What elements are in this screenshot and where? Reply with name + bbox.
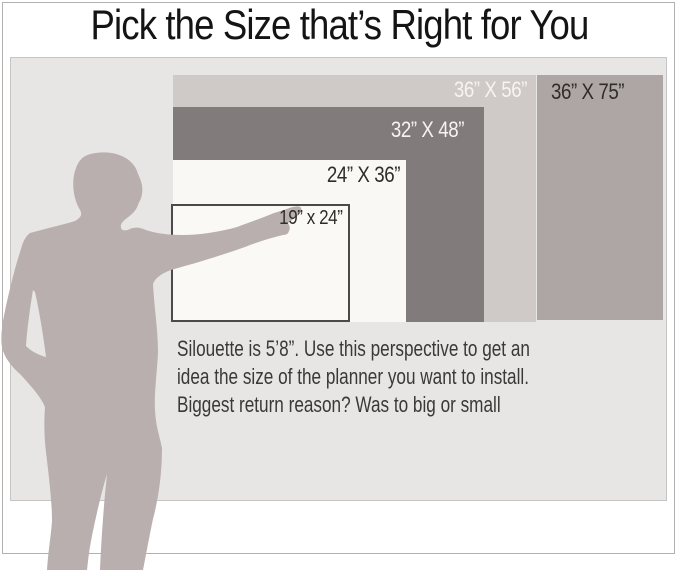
- size-label-19x24: 19” x 24”: [278, 207, 343, 229]
- size-label-36x75: 36” X 75”: [551, 79, 625, 104]
- size-label-32x48: 32” X 48”: [390, 117, 465, 142]
- caption-text: Silouette is 5’8”. Use this perspective …: [177, 335, 598, 419]
- size-label-24x36: 24” X 36”: [326, 162, 401, 187]
- page-title: Pick the Size that’s Right for You: [90, 1, 590, 48]
- size-label-36x56: 36” X 56”: [453, 77, 528, 102]
- size-rect-36x75: [537, 75, 663, 320]
- caption-line-3: Biggest return reason? Was to big or sma…: [177, 392, 501, 417]
- caption-line-2: idea the size of the planner you want to…: [177, 364, 529, 389]
- caption-line-1: Silouette is 5’8”. Use this perspective …: [177, 336, 530, 361]
